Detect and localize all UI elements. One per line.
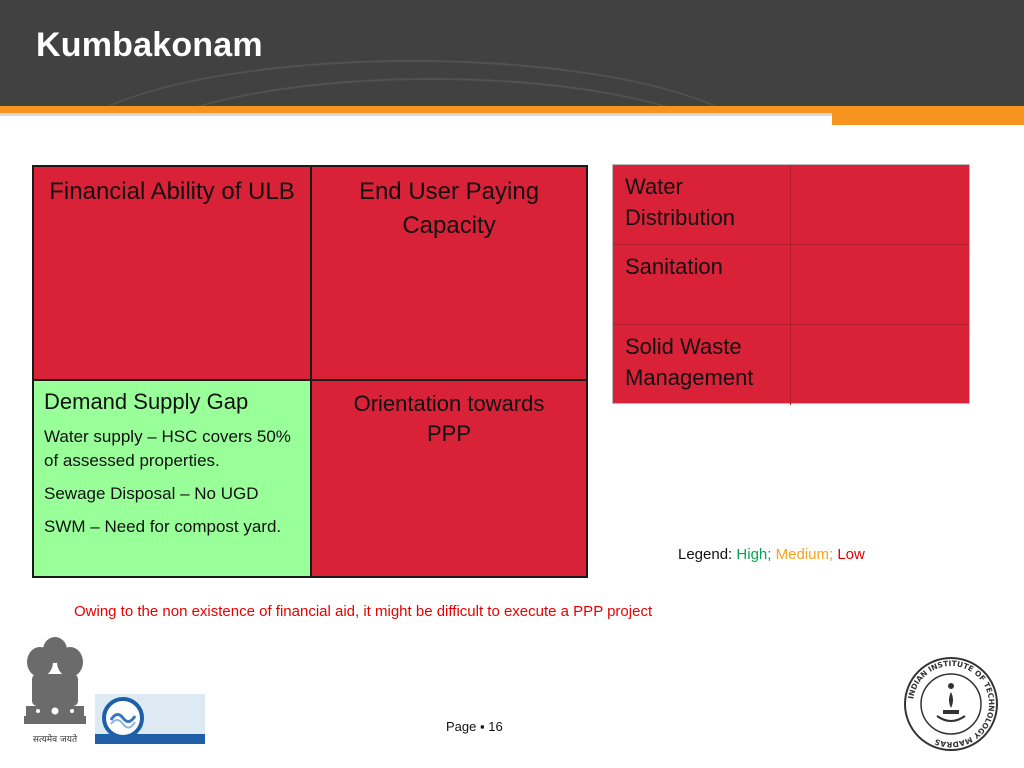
accent-bar bbox=[0, 106, 1024, 113]
matrix-cell-label: End User Paying Capacity bbox=[358, 178, 540, 239]
service-row: Water Distribution bbox=[613, 165, 969, 245]
assessment-matrix: Financial Ability of ULB End User Paying… bbox=[32, 165, 588, 578]
legend-low: Low bbox=[837, 546, 865, 563]
service-label: Water Distribution bbox=[613, 165, 791, 245]
matrix-cell-label: Financial Ability of ULB bbox=[49, 178, 295, 205]
water-logo-icon bbox=[95, 694, 205, 744]
service-row: Solid Waste Management bbox=[613, 325, 969, 405]
gap-item: SWM – Need for compost yard. bbox=[44, 517, 282, 536]
gap-item: Sewage Disposal – No UGD bbox=[44, 484, 259, 503]
service-label: Solid Waste Management bbox=[613, 325, 791, 405]
divider-line bbox=[0, 113, 832, 116]
matrix-cell-ppp-orientation: Orientation towards PPP bbox=[312, 381, 586, 576]
page-title: Kumbakonam bbox=[36, 26, 263, 64]
emblem-caption: सत्यमेव जयते bbox=[33, 733, 78, 745]
matrix-cell-financial-ability: Financial Ability of ULB bbox=[34, 167, 312, 381]
page-value: 16 bbox=[488, 719, 503, 734]
legend-prefix: Legend: bbox=[678, 546, 733, 563]
legend: Legend: High; Medium; Low bbox=[678, 546, 865, 563]
matrix-cell-label: Orientation towards PPP bbox=[353, 391, 545, 446]
title-bar: Kumbakonam bbox=[0, 0, 1024, 106]
matrix-cell-demand-supply-gap: Demand Supply Gap Water supply – HSC cov… bbox=[34, 381, 312, 576]
conclusion-note: Owing to the non existence of financial … bbox=[74, 603, 653, 620]
services-table: Water Distribution Sanitation Solid Wast… bbox=[612, 164, 970, 405]
page-bullet: ▪ bbox=[480, 719, 485, 734]
legend-high: High; bbox=[736, 546, 772, 563]
legend-medium: Medium; bbox=[775, 546, 834, 563]
service-label: Sanitation bbox=[613, 245, 791, 325]
accent-tab bbox=[832, 113, 1024, 125]
page-number: Page ▪ 16 bbox=[446, 719, 503, 734]
matrix-cell-heading: Demand Supply Gap bbox=[44, 389, 249, 414]
matrix-cell-paying-capacity: End User Paying Capacity bbox=[312, 167, 586, 381]
iit-madras-seal-icon: INDIAN INSTITUTE OF TECHNOLOGY MADRAS bbox=[904, 657, 998, 751]
service-row: Sanitation bbox=[613, 245, 969, 325]
gap-item: Water supply – HSC covers 50% of assesse… bbox=[44, 427, 291, 470]
page-label: Page bbox=[446, 719, 477, 734]
national-emblem-icon: सत्यमेव जयते bbox=[24, 637, 86, 745]
